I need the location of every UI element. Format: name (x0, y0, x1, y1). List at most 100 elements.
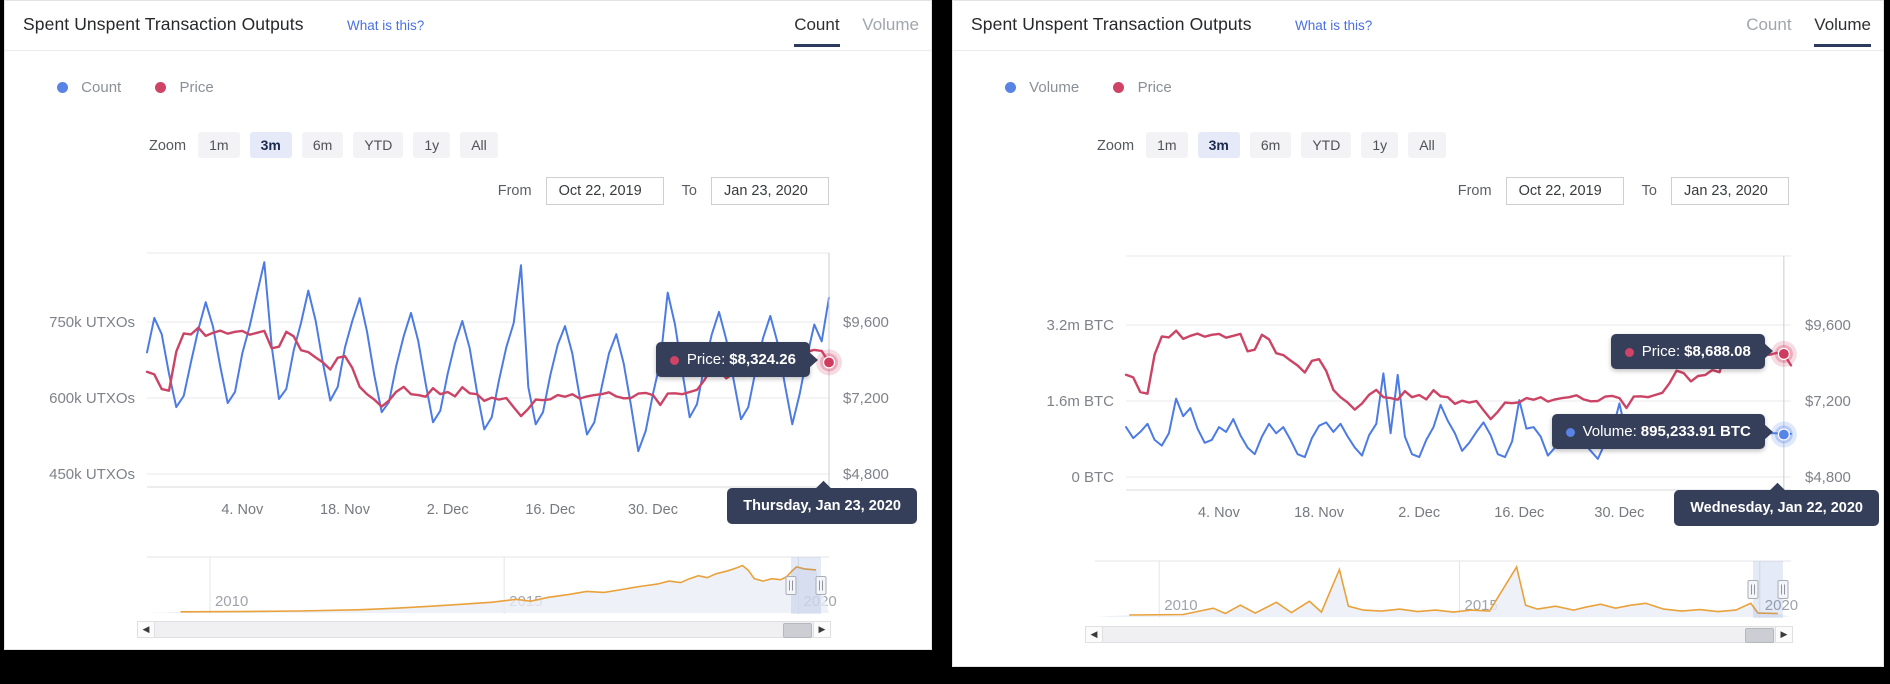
tooltip-arrow-icon (1763, 343, 1773, 360)
what-is-this-link[interactable]: What is this? (347, 18, 425, 33)
tab-count[interactable]: Count (1746, 15, 1792, 34)
scroll-left-arrow-icon[interactable]: ◀ (138, 622, 155, 637)
zoom-1y-button[interactable]: 1y (1361, 132, 1399, 158)
navigator-scrollbar[interactable]: ◀ ▶ (1085, 626, 1793, 643)
price-dot-icon (669, 356, 679, 366)
zoom-6m-button[interactable]: 6m (1249, 132, 1292, 158)
volume-tooltip: Volume: 895,233.91 BTC (1551, 414, 1773, 450)
svg-text:30. Dec: 30. Dec (1594, 505, 1644, 521)
to-label: To (681, 183, 697, 199)
from-label: From (497, 183, 532, 199)
svg-text:750k UTXOs: 750k UTXOs (49, 314, 135, 331)
date-tooltip: Wednesday, Jan 22, 2020 (1674, 482, 1879, 526)
tab-volume[interactable]: Volume (1814, 15, 1871, 47)
price-tooltip: Price: $8,324.26 (655, 342, 818, 378)
from-date-input[interactable] (1505, 177, 1624, 205)
legend: Volume Price (1005, 79, 1202, 96)
tooltip-notch-icon (1769, 482, 1786, 499)
price-dot-icon (1624, 347, 1634, 357)
zoom-label: Zoom (1097, 138, 1135, 154)
navigator-scrollbar[interactable]: ◀ ▶ (137, 621, 831, 638)
svg-text:2020: 2020 (1765, 597, 1798, 614)
svg-text:$7,200: $7,200 (1805, 393, 1851, 410)
to-date-input[interactable] (711, 177, 829, 205)
svg-text:2. Dec: 2. Dec (427, 502, 469, 518)
svg-text:$4,800: $4,800 (1805, 469, 1851, 486)
zoom-1m-button[interactable]: 1m (1146, 132, 1188, 158)
svg-text:$4,800: $4,800 (843, 466, 889, 483)
zoom-all-button[interactable]: All (460, 132, 498, 158)
zoom-6m-button[interactable]: 6m (301, 132, 344, 158)
zoom-ytd-button[interactable]: YTD (353, 132, 404, 158)
tab-volume[interactable]: Volume (862, 15, 919, 34)
svg-text:16. Dec: 16. Dec (1494, 505, 1544, 521)
zoom-ytd-button[interactable]: YTD (1301, 132, 1352, 158)
svg-text:2010: 2010 (215, 593, 248, 610)
svg-text:3.2m BTC: 3.2m BTC (1046, 317, 1114, 334)
what-is-this-link[interactable]: What is this? (1295, 18, 1373, 33)
date-tooltip: Thursday, Jan 23, 2020 (727, 480, 917, 524)
legend-item-count[interactable]: Count (57, 79, 121, 96)
from-date-input[interactable] (545, 177, 664, 205)
panel-header: Spent Unspent Transaction Outputs What i… (953, 1, 1883, 51)
scroll-right-arrow-icon[interactable]: ▶ (1775, 627, 1792, 642)
zoom-1m-button[interactable]: 1m (198, 132, 240, 158)
tooltip-notch-icon (815, 480, 832, 497)
count-volume-toggle: Count Volume (776, 15, 919, 47)
svg-text:600k UTXOs: 600k UTXOs (49, 390, 135, 407)
zoom-3m-button[interactable]: 3m (249, 132, 292, 158)
price-tooltip: Price: $8,688.08 (1610, 333, 1773, 369)
page-title: Spent Unspent Transaction Outputs (971, 14, 1252, 34)
navigator-handle[interactable] (785, 576, 797, 595)
svg-text:$9,600: $9,600 (1805, 317, 1851, 334)
svg-text:2010: 2010 (1164, 597, 1197, 614)
date-range-row: From To (1458, 177, 1789, 205)
zoom-1y-button[interactable]: 1y (413, 132, 451, 158)
to-label: To (1641, 183, 1657, 199)
scroll-right-arrow-icon[interactable]: ▶ (813, 622, 830, 637)
svg-text:18. Nov: 18. Nov (320, 502, 371, 518)
zoom-all-button[interactable]: All (1408, 132, 1446, 158)
tab-count[interactable]: Count (794, 15, 840, 47)
scroll-left-arrow-icon[interactable]: ◀ (1086, 627, 1103, 642)
svg-text:2015: 2015 (509, 593, 542, 610)
scrollbar-thumb[interactable] (783, 623, 812, 638)
legend-item-price[interactable]: Price (155, 79, 214, 96)
zoom-3m-button[interactable]: 3m (1197, 132, 1240, 158)
to-date-input[interactable] (1671, 177, 1789, 205)
zoom-toolbar: Zoom 1m 3m 6m YTD 1y All (149, 132, 504, 158)
svg-text:$9,600: $9,600 (843, 314, 889, 331)
date-range-row: From To (498, 177, 829, 205)
count-series-dot-icon (57, 82, 68, 93)
scrollbar-thumb[interactable] (1745, 628, 1774, 643)
svg-text:4. Nov: 4. Nov (221, 502, 264, 518)
svg-text:16. Dec: 16. Dec (525, 502, 575, 518)
navigator-handle[interactable] (815, 576, 827, 595)
zoom-toolbar: Zoom 1m 3m 6m YTD 1y All (1097, 132, 1452, 158)
volume-series-dot-icon (1005, 82, 1016, 93)
svg-text:18. Nov: 18. Nov (1294, 505, 1345, 521)
count-volume-toggle: Count Volume (1728, 15, 1871, 47)
svg-text:0 BTC: 0 BTC (1071, 469, 1114, 486)
svg-text:1.6m BTC: 1.6m BTC (1046, 393, 1114, 410)
price-series-dot-icon (155, 82, 167, 93)
main-chart-canvas: 750k UTXOs 600k UTXOs 450k UTXOs $9,600 $7,2… (49, 252, 889, 614)
svg-text:450k UTXOs: 450k UTXOs (49, 466, 135, 483)
navigator-handle[interactable] (1747, 580, 1759, 599)
from-label: From (1457, 183, 1492, 199)
svg-text:2015: 2015 (1465, 597, 1498, 614)
legend-item-volume[interactable]: Volume (1005, 79, 1079, 96)
legend: Count Price (57, 79, 244, 96)
svg-text:30. Dec: 30. Dec (628, 502, 678, 518)
svg-text:2020: 2020 (803, 593, 836, 610)
navigator-handle[interactable] (1777, 580, 1789, 599)
svg-text:$7,200: $7,200 (843, 390, 889, 407)
legend-item-price[interactable]: Price (1113, 79, 1172, 96)
suto-volume-panel: Spent Unspent Transaction Outputs What i… (952, 0, 1884, 667)
zoom-label: Zoom (149, 138, 187, 154)
svg-text:4. Nov: 4. Nov (1198, 505, 1241, 521)
tooltip-arrow-icon (809, 351, 818, 368)
suto-count-panel: Spent Unspent Transaction Outputs What i… (4, 0, 932, 650)
volume-dot-icon (1565, 428, 1575, 438)
page-title: Spent Unspent Transaction Outputs (23, 14, 304, 34)
